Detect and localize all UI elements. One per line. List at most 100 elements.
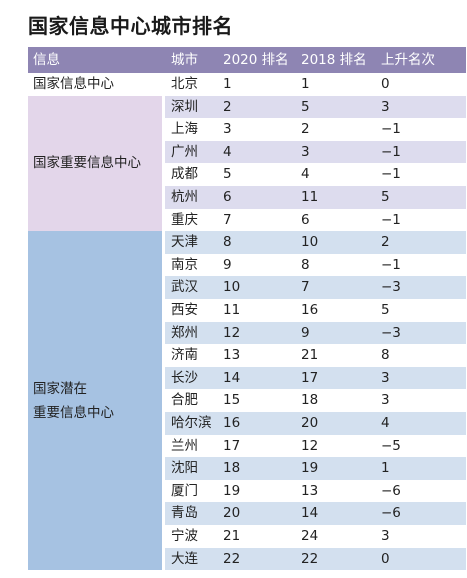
cell-change: 5 [381, 302, 390, 318]
cell-rank-2020: 21 [223, 528, 241, 544]
table-row: 济南 13 21 8 [165, 344, 466, 367]
cell-change: −1 [381, 256, 401, 273]
cell-rank-2020: 20 [223, 505, 241, 522]
cell-rank-2018: 17 [301, 369, 319, 386]
cell-change: −1 [381, 211, 401, 228]
cell-change: 5 [381, 189, 390, 205]
group-label: 国家重要信息中心 [33, 155, 141, 172]
cell-change: 0 [381, 550, 390, 567]
cell-rank-2020: 17 [223, 437, 241, 454]
table-row: 厦门 19 13 −6 [165, 479, 466, 503]
cell-rank-2020: 12 [223, 324, 241, 341]
table-row: 深圳 2 5 3 [165, 95, 466, 119]
cell-city: 大连 [171, 550, 198, 567]
cell-city: 厦门 [171, 482, 198, 499]
cell-rank-2018: 8 [301, 256, 310, 273]
cell-rank-2018: 9 [301, 324, 310, 341]
header-info: 信息 [33, 52, 60, 68]
cell-rank-2018: 19 [301, 460, 319, 477]
table-row: 广州 4 3 −1 [165, 140, 466, 164]
cell-change: −1 [381, 121, 401, 138]
table-row: 西安 11 16 5 [165, 299, 466, 322]
table-row: 上海 3 2 −1 [165, 118, 466, 141]
cell-rank-2018: 10 [301, 234, 319, 251]
cell-change: 3 [381, 528, 390, 544]
cell-city: 上海 [171, 121, 198, 138]
table-row: 合肥 15 18 3 [165, 389, 466, 412]
cell-rank-2020: 10 [223, 279, 241, 296]
cell-rank-2020: 18 [223, 460, 241, 477]
cell-rank-2018: 14 [301, 505, 319, 522]
table-row: 长沙 14 17 3 [165, 366, 466, 390]
group-label: 国家潜在 重要信息中心 [33, 380, 114, 421]
cell-change: 3 [381, 369, 390, 386]
cell-city: 广州 [171, 143, 198, 160]
cell-change: 2 [381, 234, 390, 251]
cell-city: 沈阳 [171, 460, 198, 477]
cell-city: 北京 [171, 76, 198, 92]
cell-change: −5 [381, 437, 401, 454]
cell-rank-2020: 3 [223, 121, 232, 138]
cell-rank-2018: 20 [301, 415, 319, 431]
cell-change: 3 [381, 98, 390, 115]
cell-rank-2020: 2 [223, 98, 232, 115]
cell-city: 济南 [171, 347, 198, 364]
table-header: 信息 城市 2020 排名 2018 排名 上升名次 [28, 47, 466, 73]
table-row: 天津 8 10 2 [165, 231, 466, 254]
cell-change: −1 [381, 143, 401, 160]
cell-rank-2020: 14 [223, 369, 241, 386]
cell-city: 哈尔滨 [171, 415, 212, 431]
table-row: 杭州 6 11 5 [165, 186, 466, 209]
table-row: 青岛 20 14 −6 [165, 502, 466, 525]
table-row: 哈尔滨 16 20 4 [165, 412, 466, 435]
table-row: 沈阳 18 19 1 [165, 457, 466, 480]
cell-rank-2020: 4 [223, 143, 232, 160]
cell-rank-2020: 13 [223, 347, 241, 364]
cell-change: −6 [381, 505, 401, 522]
cell-city: 武汉 [171, 279, 198, 296]
cell-rank-2020: 15 [223, 392, 241, 409]
cell-city: 西安 [171, 302, 198, 318]
cell-city: 深圳 [171, 98, 198, 115]
group-cell: 国家信息中心 [28, 73, 162, 96]
cell-rank-2018: 21 [301, 347, 319, 364]
table-row: 南京 9 8 −1 [165, 253, 466, 277]
cell-change: −6 [381, 482, 401, 499]
cell-change: −3 [381, 279, 401, 296]
group-cell: 国家重要信息中心 [28, 95, 162, 232]
cell-city: 长沙 [171, 369, 198, 386]
table-row: 北京 1 1 0 [165, 73, 466, 96]
header-change: 上升名次 [381, 52, 435, 68]
cell-change: −3 [381, 324, 401, 341]
cell-rank-2020: 5 [223, 166, 232, 183]
cell-rank-2018: 5 [301, 98, 310, 115]
cell-rank-2018: 18 [301, 392, 319, 409]
cell-rank-2018: 1 [301, 76, 310, 92]
header-city: 城市 [171, 52, 198, 68]
cell-rank-2020: 1 [223, 76, 232, 92]
cell-city: 兰州 [171, 437, 198, 454]
cell-change: 4 [381, 415, 390, 431]
cell-rank-2018: 2 [301, 121, 310, 138]
cell-city: 杭州 [171, 189, 198, 205]
table-row: 成都 5 4 −1 [165, 163, 466, 186]
cell-change: 1 [381, 460, 390, 477]
ranking-table: 信息 城市 2020 排名 2018 排名 上升名次 国家信息中心 北京 1 1 0 国家… [28, 47, 466, 571]
cell-rank-2018: 22 [301, 550, 319, 567]
table-row: 武汉 10 7 −3 [165, 276, 466, 299]
cell-rank-2020: 19 [223, 482, 241, 499]
cell-rank-2018: 7 [301, 279, 310, 296]
cell-city: 南京 [171, 256, 198, 273]
cell-city: 重庆 [171, 211, 198, 228]
page-title: 国家信息中心城市排名 [28, 14, 233, 38]
cell-rank-2018: 11 [301, 189, 319, 205]
cell-rank-2018: 12 [301, 437, 319, 454]
cell-rank-2018: 13 [301, 482, 319, 499]
table-row: 大连 22 22 0 [165, 547, 466, 571]
cell-city: 天津 [171, 234, 198, 251]
cell-city: 成都 [171, 166, 198, 183]
cell-rank-2020: 22 [223, 550, 241, 567]
group-cell: 国家潜在 重要信息中心 [28, 231, 162, 571]
table-row: 兰州 17 12 −5 [165, 434, 466, 458]
cell-rank-2020: 9 [223, 256, 232, 273]
